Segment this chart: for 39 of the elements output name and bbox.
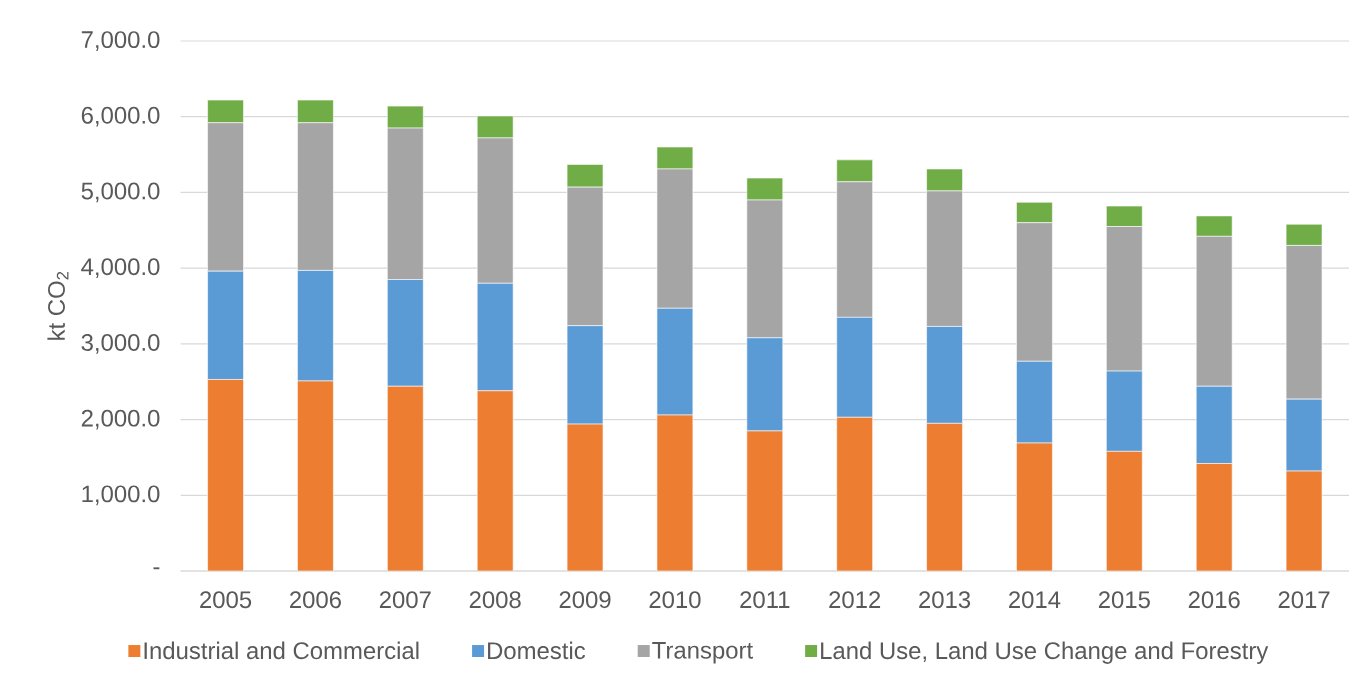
x-tick-label: 2016	[1188, 591, 1240, 609]
bar	[297, 380, 334, 571]
x-tick-label: 2009	[559, 591, 611, 609]
x-tick-label: 2006	[290, 591, 341, 609]
bar	[207, 379, 244, 571]
legend-label: Transport	[652, 642, 753, 664]
bar	[746, 430, 784, 571]
x-tick-label: 2007	[379, 591, 431, 609]
bar	[1106, 451, 1143, 571]
x-tick-label: 2014	[1009, 591, 1061, 609]
bar	[476, 390, 514, 571]
y-tick-label: -	[153, 567, 160, 570]
x-tick-label: 2012	[829, 591, 881, 609]
bar	[1285, 470, 1323, 571]
bar	[1016, 442, 1053, 571]
legend-label: Land Use, Land Use Change and Forestry	[821, 641, 1269, 664]
bar	[387, 385, 424, 571]
y-tick-label: 4,000.0	[81, 258, 160, 279]
bar	[1195, 463, 1233, 571]
x-tick-label: 2010	[649, 591, 701, 609]
y-tick-label: 5,000.0	[81, 182, 160, 203]
legend-label: Domestic	[488, 641, 586, 660]
y-tick-label: 1,000.0	[82, 485, 160, 506]
x-tick-label: 2011	[740, 591, 790, 609]
x-tick-label: 2017	[1278, 591, 1330, 609]
bar	[566, 423, 604, 571]
x-tick-label: 2008	[469, 591, 521, 609]
y-tick-label: 6,000.0	[81, 106, 160, 127]
x-tick-label: 2005	[200, 591, 252, 609]
bar	[836, 417, 873, 571]
bar	[656, 414, 694, 571]
x-tick-label: 2013	[919, 591, 971, 609]
y-axis-title: kt CO$_{2}$	[47, 271, 69, 340]
bar	[926, 423, 963, 571]
x-tick-label: 2015	[1098, 591, 1150, 609]
legend-label: Industrial and Commercial	[144, 641, 419, 660]
y-tick-label: 2,000.0	[81, 409, 160, 430]
y-tick-label: 7,000.0	[81, 31, 160, 51]
y-tick-label: 3,000.0	[81, 333, 160, 354]
